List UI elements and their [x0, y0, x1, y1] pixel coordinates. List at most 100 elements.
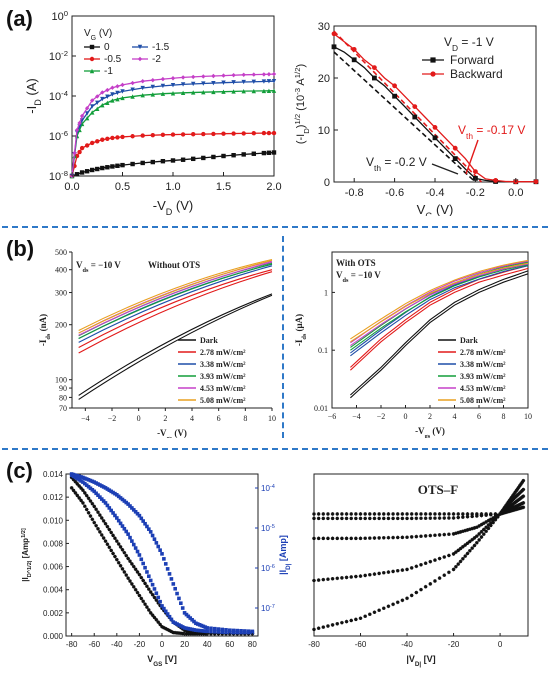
x-tick-label: 0.0 [64, 181, 79, 193]
data-point [162, 606, 166, 611]
data-point [90, 140, 95, 146]
data-point [312, 512, 316, 516]
data-point [100, 96, 105, 102]
data-point [227, 630, 232, 635]
data-point [461, 544, 465, 549]
data-point [188, 627, 193, 631]
data-point [358, 536, 363, 541]
data-point [271, 130, 277, 136]
data-point [122, 570, 127, 574]
data-point [115, 84, 120, 89]
data-point [92, 489, 97, 494]
data-point [211, 73, 216, 79]
data-point [115, 539, 119, 543]
y-tick-label: 300 [55, 289, 67, 298]
data-point [321, 516, 326, 521]
data-point [147, 527, 151, 531]
data-point [412, 114, 418, 120]
data-point [184, 628, 189, 633]
data-point [116, 518, 121, 523]
data-point [77, 496, 81, 500]
data-point [243, 629, 247, 633]
vth-forward-label: Vth​ = -0.2 V [366, 155, 427, 173]
data-point [266, 72, 272, 77]
data-point [368, 512, 372, 516]
x-tick-label: -40 [111, 640, 123, 649]
data-point [73, 473, 78, 477]
data-point [120, 497, 125, 502]
data-point [94, 523, 98, 528]
data-point [452, 156, 458, 161]
data-point [414, 564, 419, 569]
data-point [120, 95, 125, 101]
data-point [160, 552, 164, 556]
data-point [511, 493, 515, 498]
data-point [354, 617, 358, 622]
data-point [358, 616, 363, 621]
data-point [83, 504, 87, 509]
data-point [470, 512, 474, 516]
data-point [173, 586, 177, 591]
legend-label: 3.93 mW/cm² [200, 372, 246, 381]
data-point [330, 576, 335, 581]
data-point [154, 591, 159, 595]
data-point [479, 522, 484, 527]
data-point [456, 512, 461, 516]
data-point [316, 626, 321, 631]
data-point [131, 564, 136, 569]
x-axis-label: -VD​ (V) [153, 198, 194, 216]
data-point [488, 523, 493, 528]
data-point [349, 536, 354, 541]
data-point [475, 540, 479, 545]
data-point [465, 541, 470, 546]
data-point [381, 512, 386, 516]
x-tick-label: -20 [134, 640, 146, 649]
y-tick-label: 0.000 [43, 632, 64, 641]
data-point [90, 167, 95, 173]
data-point [192, 628, 196, 632]
data-point [160, 158, 166, 164]
data-point [312, 536, 316, 541]
data-point [98, 483, 102, 487]
data-point [456, 548, 461, 553]
legend-marker [137, 44, 143, 50]
legend-label: 2.78 mW/cm² [460, 348, 506, 357]
data-point [109, 548, 113, 553]
data-point [211, 80, 216, 86]
data-point [235, 628, 240, 633]
x-tick-label: -40 [401, 640, 413, 649]
data-point [501, 507, 506, 511]
data-point [241, 131, 246, 136]
data-point [73, 475, 78, 480]
x-axis-label: -Vgs​ (V) [157, 428, 187, 438]
x-tick-label: 0 [404, 412, 408, 421]
data-point [395, 516, 400, 521]
data-point [124, 529, 129, 534]
data-point [139, 557, 144, 562]
data-point [470, 537, 474, 542]
y-axis-label: (-ID​)1/2​ (10-3​ A1/2​) [293, 64, 311, 144]
data-point [354, 516, 358, 521]
data-point [197, 628, 202, 633]
legend-title: VG​ (V) [84, 28, 112, 42]
data-point [92, 504, 97, 509]
data-point [115, 96, 120, 102]
data-point [84, 106, 90, 111]
data-point [392, 83, 397, 89]
data-point [211, 89, 216, 95]
data-point [81, 475, 85, 480]
data-point [447, 570, 451, 575]
data-point [454, 531, 458, 536]
data-point [377, 571, 381, 576]
data-point [113, 513, 117, 518]
data-point [316, 516, 321, 521]
data-point [180, 625, 185, 629]
data-point [458, 559, 463, 564]
data-point [458, 546, 463, 551]
data-point [201, 89, 206, 95]
data-point [107, 506, 112, 510]
data-point [368, 612, 372, 617]
data-point [493, 512, 498, 517]
data-point [150, 613, 155, 617]
data-point [468, 527, 472, 532]
